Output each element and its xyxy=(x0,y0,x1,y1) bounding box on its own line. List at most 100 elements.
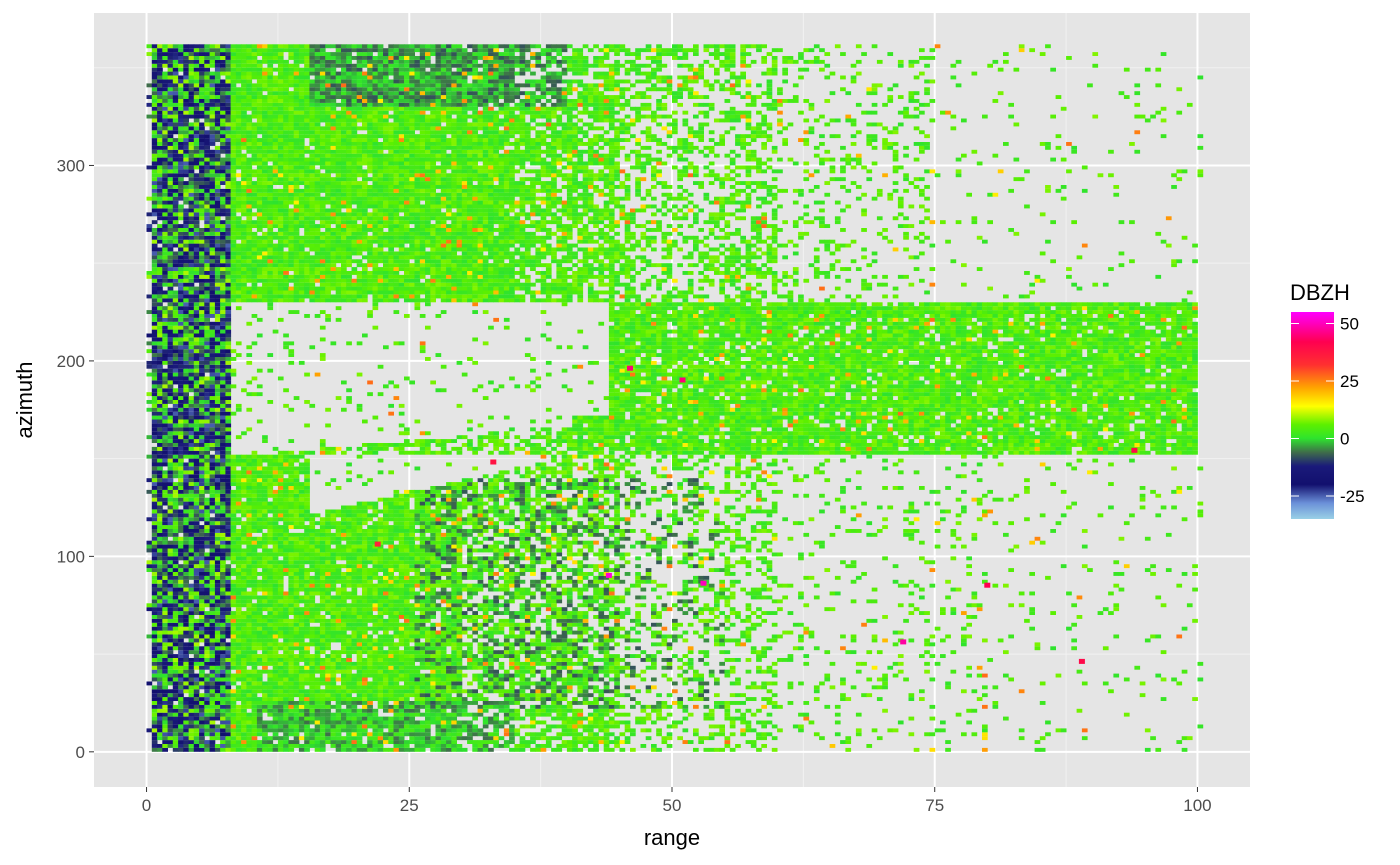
dbzh-cell xyxy=(178,701,184,705)
dbzh-cell xyxy=(309,728,316,733)
dbzh-cell xyxy=(509,572,515,576)
dbzh-cell xyxy=(314,568,321,572)
dbzh-cell xyxy=(467,587,473,592)
dbzh-cell xyxy=(172,704,179,709)
dbzh-cell xyxy=(256,704,263,709)
dbzh-cell xyxy=(178,712,184,717)
dbzh-cell xyxy=(319,677,326,682)
dbzh-cell xyxy=(1144,638,1151,643)
dbzh-cell xyxy=(256,689,263,694)
dbzh-cell xyxy=(277,603,284,608)
dbzh-cell xyxy=(498,736,505,741)
dbzh-cell xyxy=(267,740,274,744)
dbzh-cell xyxy=(293,556,300,561)
dbzh-cell xyxy=(151,622,158,627)
dbzh-cell xyxy=(982,736,988,741)
dbzh-cell xyxy=(151,568,158,572)
dbzh-cell xyxy=(183,615,189,619)
dbzh-cell xyxy=(498,583,505,588)
dbzh-cell xyxy=(477,697,484,701)
dbzh-cell xyxy=(729,693,736,698)
dbzh-cell xyxy=(677,591,683,596)
dbzh-cell xyxy=(1192,618,1198,623)
dbzh-cell xyxy=(461,642,468,647)
dbzh-cell xyxy=(982,693,988,698)
dbzh-cell xyxy=(556,634,563,639)
dbzh-cell xyxy=(535,548,542,553)
dbzh-cell xyxy=(598,693,605,698)
dbzh-cell xyxy=(477,603,484,608)
dbzh-cell xyxy=(425,556,431,561)
dbzh-cell xyxy=(855,661,862,666)
dbzh-cell xyxy=(556,599,563,604)
dbzh-cell xyxy=(220,747,226,752)
dbzh-cell xyxy=(509,591,515,596)
dbzh-cell xyxy=(661,704,668,709)
dbzh-cell xyxy=(1102,646,1109,651)
dbzh-cell xyxy=(535,642,542,647)
dbzh-cell xyxy=(661,607,668,612)
dbzh-cell xyxy=(172,544,179,549)
dbzh-cell xyxy=(503,728,510,733)
dbzh-cell xyxy=(167,630,174,635)
dbzh-cell xyxy=(477,685,484,690)
dbzh-cell xyxy=(356,607,363,612)
dbzh-cell xyxy=(267,704,274,709)
dbzh-cell xyxy=(235,658,242,662)
dbzh-cell xyxy=(404,575,410,580)
dbzh-cell xyxy=(545,642,552,647)
dbzh-cell xyxy=(488,583,494,588)
dbzh-cell xyxy=(362,575,368,580)
dbzh-cell xyxy=(566,669,573,674)
dbzh-cell xyxy=(456,665,463,670)
dbzh-cell xyxy=(1018,603,1025,608)
dbzh-cell xyxy=(771,661,778,666)
dbzh-cell xyxy=(593,736,599,741)
dbzh-cell xyxy=(824,677,831,682)
dbzh-cell xyxy=(593,724,599,729)
dbzh-cell xyxy=(319,626,326,631)
dbzh-cell xyxy=(214,681,221,686)
dbzh-cell xyxy=(267,689,274,694)
dbzh-cell xyxy=(493,681,499,686)
dbzh-cell xyxy=(530,736,536,741)
dbzh-cell xyxy=(393,747,400,752)
dbzh-cell xyxy=(367,618,373,623)
dbzh-cell xyxy=(225,572,232,576)
dbzh-cell xyxy=(256,607,263,612)
dbzh-cell xyxy=(635,603,641,608)
dbzh-cell xyxy=(309,677,316,682)
dbzh-cell xyxy=(530,579,536,584)
dbzh-cell xyxy=(630,638,636,643)
dbzh-cell xyxy=(414,638,421,643)
dbzh-cell xyxy=(377,665,384,670)
dbzh-cell xyxy=(220,626,226,631)
dbzh-cell xyxy=(703,575,710,580)
dbzh-cell xyxy=(277,583,284,588)
dbzh-cell xyxy=(566,611,573,615)
dbzh-cell xyxy=(561,728,568,733)
dbzh-cell xyxy=(624,646,631,651)
dbzh-cell xyxy=(735,560,741,565)
dbzh-cell xyxy=(535,720,542,725)
dbzh-cell xyxy=(530,661,536,666)
dbzh-cell xyxy=(183,626,189,631)
dbzh-cell xyxy=(193,708,200,713)
dbzh-cell xyxy=(761,697,767,701)
dbzh-cell xyxy=(178,697,184,701)
dbzh-cell xyxy=(482,599,489,604)
dbzh-cell xyxy=(756,732,762,737)
dbzh-cell xyxy=(157,630,163,635)
dbzh-cell xyxy=(719,669,725,674)
dbzh-cell xyxy=(204,720,210,725)
dbzh-cell xyxy=(535,744,542,748)
dbzh-cell xyxy=(524,658,531,662)
dbzh-cell xyxy=(430,572,436,576)
dbzh-cell xyxy=(850,564,857,569)
dbzh-cell xyxy=(430,615,436,619)
dbzh-cell xyxy=(325,638,331,643)
dbzh-cell xyxy=(183,685,189,690)
dbzh-cell xyxy=(587,665,594,670)
dbzh-cell xyxy=(577,564,584,569)
dbzh-cell xyxy=(183,575,189,580)
